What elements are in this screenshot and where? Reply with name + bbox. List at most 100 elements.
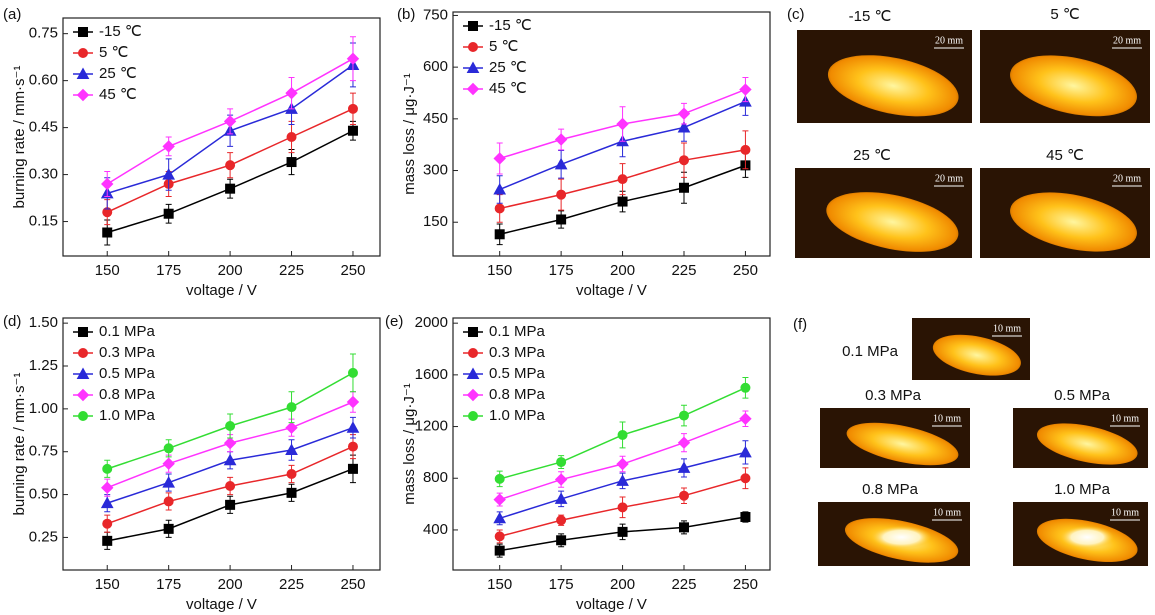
x-tick-label: 200	[218, 262, 243, 279]
point	[286, 469, 297, 479]
point	[101, 481, 114, 494]
legend-marker	[78, 348, 88, 358]
legend-label: 5 ℃	[99, 44, 128, 61]
x-axis-label: voltage / V	[186, 282, 257, 299]
legend-label: 45 ℃	[489, 80, 527, 97]
x-tick-label: 150	[95, 576, 120, 593]
x-tick-label: 250	[340, 262, 365, 279]
point	[617, 502, 628, 513]
legend-label: 0.5 MPa	[99, 365, 156, 382]
plot-frame	[452, 11, 771, 257]
point	[347, 441, 358, 452]
x-tick-label: 175	[549, 576, 574, 593]
point	[286, 487, 297, 498]
point	[286, 132, 297, 142]
x-tick-label: 150	[487, 262, 512, 279]
legend-label: 0.8 MPa	[489, 386, 546, 403]
y-tick-label: 1.25	[29, 357, 58, 374]
legend-marker	[76, 88, 90, 102]
legend-marker	[78, 27, 88, 37]
legend-marker	[76, 367, 90, 379]
point	[678, 410, 689, 421]
legend-marker	[466, 367, 480, 379]
panel-label: (d)	[3, 313, 21, 330]
point	[225, 499, 236, 510]
x-tick-label: 150	[487, 576, 512, 593]
legend-marker	[466, 82, 480, 96]
point	[102, 518, 113, 529]
y-tick-label: 0.25	[29, 528, 58, 545]
point	[163, 523, 174, 534]
flame	[826, 192, 959, 252]
point	[225, 481, 236, 491]
point	[616, 457, 629, 471]
photo-label: 0.1 MPa	[842, 343, 899, 360]
point	[347, 103, 358, 114]
y-tick-label: 450	[423, 110, 448, 127]
y-tick-label: 600	[423, 58, 448, 75]
legend-marker	[468, 21, 478, 31]
scale-label: 10 mm	[933, 413, 961, 424]
x-tick-label: 225	[279, 262, 304, 279]
x-tick-label: 175	[549, 262, 574, 279]
point	[225, 421, 236, 431]
point	[493, 511, 507, 524]
point	[494, 531, 505, 542]
point	[493, 152, 506, 165]
point	[556, 515, 567, 526]
y-tick-label: 300	[423, 161, 448, 178]
point	[677, 120, 691, 133]
point	[346, 52, 360, 65]
legend-label: 5 ℃	[489, 38, 518, 55]
point	[163, 443, 174, 454]
point	[493, 493, 506, 506]
legend-marker	[466, 388, 480, 402]
y-axis-label: mass loss / μg·J⁻¹	[401, 73, 418, 195]
scale-label: 20 mm	[1113, 173, 1141, 184]
point	[740, 473, 751, 484]
point	[285, 421, 298, 434]
photo-label: 0.3 MPa	[865, 387, 922, 404]
y-axis-label: mass loss / μg·J⁻¹	[401, 383, 418, 505]
photo-label: 0.8 MPa	[862, 481, 919, 498]
x-tick-label: 250	[733, 576, 758, 593]
point	[616, 117, 629, 131]
point	[102, 227, 113, 238]
photo-label: 25 ℃	[853, 147, 891, 164]
photo-panels: (c) 20 mm -15 ℃ 20 mm 5 ℃ 20 mm 25 ℃ 20 mm 45 ℃ (…	[787, 6, 1150, 566]
scale-label: 10 mm	[1111, 413, 1139, 424]
flame-core	[1060, 525, 1115, 549]
point	[163, 208, 174, 219]
x-tick-label: 200	[610, 262, 635, 279]
photo-label: 1.0 MPa	[1054, 481, 1111, 498]
point	[556, 214, 567, 225]
legend-marker	[78, 327, 88, 337]
y-tick-label: 1600	[415, 366, 448, 383]
x-tick-label: 200	[610, 576, 635, 593]
point	[223, 453, 237, 466]
y-tick-label: 1.00	[29, 400, 58, 417]
y-axis-label: burning rate / mm·s⁻¹	[11, 66, 28, 209]
panel-label: (f)	[793, 316, 807, 333]
flame	[932, 334, 1021, 376]
point	[617, 174, 628, 185]
legend-label: 0.3 MPa	[99, 344, 156, 361]
point	[617, 429, 628, 440]
legend-label: -15 ℃	[489, 17, 532, 34]
point	[285, 86, 298, 100]
scale-label: 10 mm	[933, 507, 961, 518]
point	[739, 412, 752, 426]
panel-label: (b)	[397, 6, 415, 23]
x-tick-label: 225	[671, 576, 696, 593]
y-axis-label: burning rate / mm·s⁻¹	[11, 373, 28, 516]
y-tick-label: 0.45	[29, 119, 58, 136]
point	[102, 535, 113, 546]
legend-label: 0.5 MPa	[489, 365, 546, 382]
x-axis-label: voltage / V	[576, 596, 647, 613]
point	[346, 395, 360, 409]
legend-label: 0.8 MPa	[99, 386, 156, 403]
y-tick-label: 0.50	[29, 486, 58, 503]
photo-label: -15 ℃	[849, 8, 892, 25]
point	[162, 457, 175, 470]
